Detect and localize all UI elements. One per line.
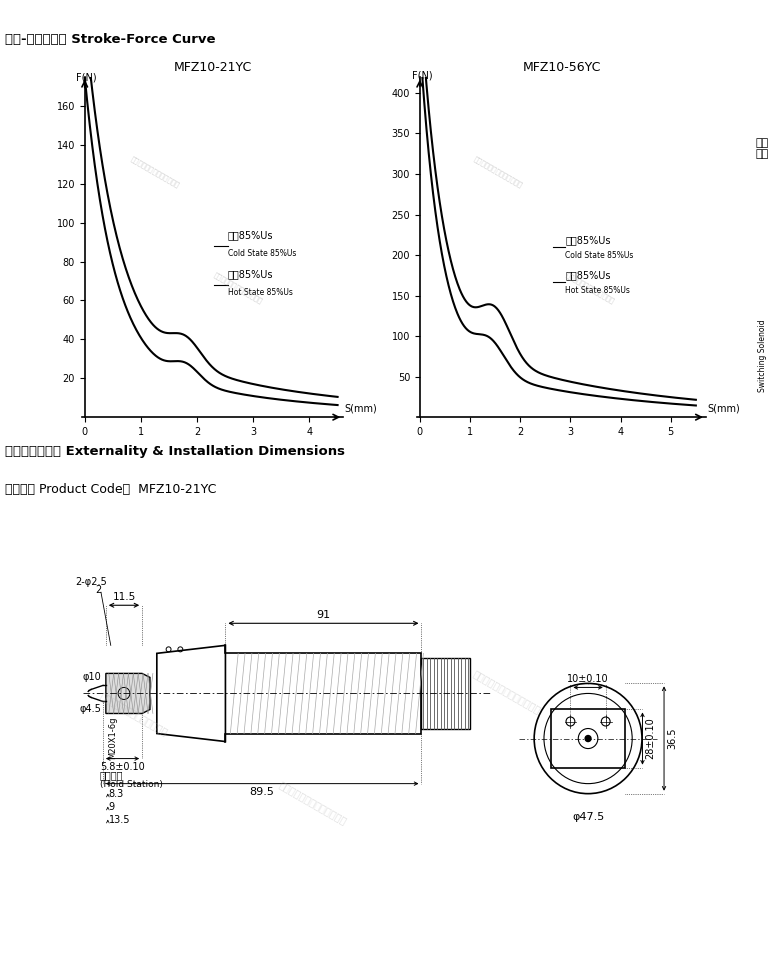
Circle shape [585, 736, 591, 741]
Text: φ4.5: φ4.5 [79, 705, 101, 714]
Text: 8.3: 8.3 [108, 788, 124, 799]
Text: 11.5: 11.5 [112, 593, 136, 602]
Text: 热态85%Us: 热态85%Us [566, 269, 611, 280]
Text: 2-φ2.5: 2-φ2.5 [76, 577, 107, 587]
Text: 无锡凯维联液压机械有限公司: 无锡凯维联液压机械有限公司 [473, 155, 523, 189]
Title: MFZ10-21YC: MFZ10-21YC [173, 61, 252, 74]
Text: Hot State 85%Us: Hot State 85%Us [566, 286, 630, 295]
Text: Cold State 85%Us: Cold State 85%Us [228, 248, 296, 258]
Title: MFZ10-56YC: MFZ10-56YC [523, 61, 601, 74]
Text: 10±0.10: 10±0.10 [567, 674, 609, 685]
Text: 无锡凯维联液压机械有限公司: 无锡凯维联液压机械有限公司 [129, 155, 181, 189]
Text: 无锡凯维联液压机械有限公司: 无锡凯维联液压机械有限公司 [471, 668, 542, 714]
Bar [421, 659, 470, 729]
Text: 产品型号 Product Code：  MFZ10-21YC: 产品型号 Product Code： MFZ10-21YC [5, 483, 216, 496]
Text: M20X1-6g: M20X1-6g [108, 716, 117, 759]
Polygon shape [106, 673, 150, 713]
Text: 行程-力特性曲线 Stroke-Force Curve: 行程-力特性曲线 Stroke-Force Curve [5, 33, 215, 46]
Bar [551, 710, 625, 767]
Text: Cold State 85%Us: Cold State 85%Us [566, 251, 633, 260]
Text: 无锡凯维联液压机械有限公司: 无锡凯维联液压机械有限公司 [213, 271, 264, 304]
Text: 2: 2 [95, 585, 101, 596]
Text: 5.8±0.10: 5.8±0.10 [100, 761, 145, 772]
Text: 9: 9 [108, 802, 115, 811]
Text: 91: 91 [317, 610, 331, 620]
Text: 无锡凯维联液压机械有限公司: 无锡凯维联液压机械有限公司 [565, 271, 616, 304]
Text: φ10: φ10 [82, 672, 101, 683]
Text: 热态85%Us: 热态85%Us [228, 269, 274, 279]
Text: 开关
型电: 开关 型电 [756, 138, 769, 159]
Text: φ47.5: φ47.5 [572, 811, 604, 822]
Text: S(mm): S(mm) [344, 404, 377, 413]
Text: (Hold Station): (Hold Station) [100, 780, 163, 788]
Text: 无锡凯维联液压机械有限公司: 无锡凯维联液压机械有限公司 [277, 780, 349, 827]
Text: 外形及安装尺寸 Externality & Installation Dimensions: 外形及安装尺寸 Externality & Installation Dimen… [5, 445, 345, 458]
Text: Hot State 85%Us: Hot State 85%Us [228, 288, 292, 296]
Polygon shape [157, 645, 225, 741]
Text: 13.5: 13.5 [108, 815, 130, 825]
Text: 冷态85%Us: 冷态85%Us [228, 230, 274, 240]
Text: Switching Solenoid: Switching Solenoid [758, 319, 767, 392]
Text: 89.5: 89.5 [250, 786, 275, 797]
Bar [225, 653, 421, 734]
Text: 无锡凯维联液压机械有限公司: 无锡凯维联液压机械有限公司 [98, 690, 170, 737]
Text: 28±0.10: 28±0.10 [645, 717, 655, 760]
Text: 冷态85%Us: 冷态85%Us [566, 235, 611, 245]
Text: 得电位置: 得电位置 [100, 771, 123, 781]
Text: F(N): F(N) [76, 73, 97, 82]
Text: S(mm): S(mm) [707, 403, 739, 413]
Text: 36.5: 36.5 [667, 728, 677, 749]
Text: F(N): F(N) [413, 71, 433, 81]
